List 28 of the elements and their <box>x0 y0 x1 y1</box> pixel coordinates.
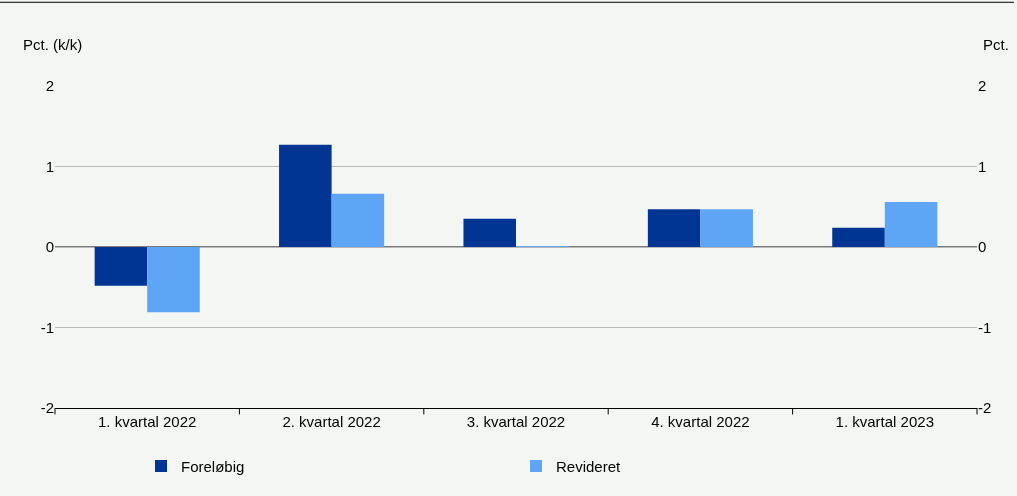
y-tick-label: 1 <box>45 157 54 175</box>
y2-axis-title: Pct. <box>983 36 1009 53</box>
x-tick-label: 1. kvartal 2023 <box>835 413 934 430</box>
x-tick-label: 1. kvartal 2022 <box>98 413 197 430</box>
bar <box>94 247 148 286</box>
x-tick-label: 4. kvartal 2022 <box>651 413 750 430</box>
legend-label: Foreløbig <box>181 457 245 475</box>
y2-tick-label: 0 <box>978 238 987 256</box>
bar <box>463 218 516 247</box>
y2-tick-label: 1 <box>978 157 987 175</box>
y-tick-label: 0 <box>45 238 54 256</box>
bar <box>884 201 938 247</box>
y2-tick-label: -2 <box>978 399 992 417</box>
y-tick-label: -2 <box>40 399 54 417</box>
bar <box>647 209 701 247</box>
x-tick-label: 3. kvartal 2022 <box>466 413 566 430</box>
bar <box>832 227 885 247</box>
bar <box>700 209 753 247</box>
bar <box>331 193 385 247</box>
bar <box>279 144 332 247</box>
bar <box>147 247 200 313</box>
y2-tick-label: -1 <box>978 318 992 336</box>
y-axis-title: Pct. (k/k) <box>23 36 83 53</box>
y-tick-label: 2 <box>45 77 54 95</box>
y2-tick-label: 2 <box>978 77 987 95</box>
y-tick-label: -1 <box>40 318 54 336</box>
x-tick-label: 2. kvartal 2022 <box>282 413 381 430</box>
legend-label: Revideret <box>556 457 622 475</box>
